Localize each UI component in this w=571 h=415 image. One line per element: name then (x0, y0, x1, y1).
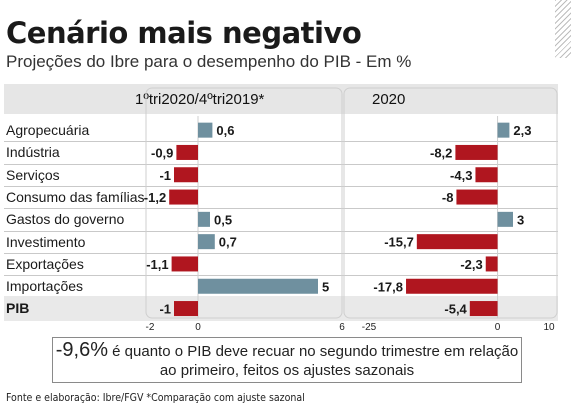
panel-frame (343, 87, 558, 319)
row-divider (4, 141, 558, 142)
category-label: Agropecuária (6, 122, 90, 138)
data-label: -5,4 (444, 302, 467, 317)
bar (198, 234, 215, 250)
panel-title-quarter: 1ºtri2020/4ºtri2019* (135, 91, 265, 108)
tick-label: 0 (195, 322, 201, 333)
bar (174, 301, 198, 317)
bar (416, 234, 498, 250)
decorative-hatch (555, 0, 571, 58)
row-divider (4, 275, 558, 276)
bar (497, 211, 513, 227)
category-label: Importações (6, 278, 84, 295)
data-label: 0,6 (216, 123, 234, 138)
category-label: Indústria (6, 144, 60, 161)
pib-row-band (4, 296, 558, 321)
chart-title: Cenário mais negativo (6, 16, 362, 50)
bar (174, 167, 198, 183)
bar (455, 144, 498, 160)
tick-label: 10 (543, 322, 555, 333)
row-divider (4, 164, 558, 165)
bar (456, 189, 498, 205)
panel-title-year: 2020 (372, 91, 406, 108)
row-divider (4, 231, 558, 232)
callout-line-1: é quanto o PIB deve recuar no segundo tr… (108, 343, 519, 360)
category-label: PIB (6, 300, 30, 317)
bar (485, 256, 498, 272)
data-label: 2,3 (513, 123, 531, 138)
callout-highlight: -9,6% (55, 339, 108, 361)
data-label: -17,8 (373, 279, 403, 294)
category-label: Gastos do governo (6, 211, 125, 228)
bar (176, 144, 198, 160)
data-label: -1,1 (146, 257, 168, 272)
data-label: -1 (159, 168, 171, 183)
bar (469, 301, 498, 317)
category-label: Consumo das famílias (6, 188, 145, 205)
data-label: -2,3 (460, 257, 482, 272)
data-label: -4,3 (450, 168, 472, 183)
data-label: -8 (442, 190, 454, 205)
bar (171, 256, 198, 272)
data-label: -8,2 (430, 145, 452, 160)
row-divider (4, 186, 558, 187)
tick-label: 0 (495, 322, 501, 333)
tick-label: 6 (339, 322, 345, 333)
callout-box: -9,6% é quanto o PIB deve recuar no segu… (52, 337, 522, 383)
panel-header-band (4, 84, 558, 114)
callout-text: -9,6% é quanto o PIB deve recuar no segu… (53, 339, 521, 380)
source-footer: Fonte e elaboração: Ibre/FGV *Comparação… (6, 392, 305, 404)
bar (497, 122, 510, 138)
row-divider (4, 208, 558, 209)
bar (198, 278, 318, 294)
bar (169, 189, 198, 205)
bar-charts: 0,6 -0,9 -1 -1,2 0,5 0,7 -1,1 5 -1 -2 0 6 2,3 -8,2 -4,… (144, 87, 558, 333)
bar (198, 122, 213, 138)
data-label: -1 (159, 302, 171, 317)
data-label: -15,7 (384, 235, 414, 250)
bar (406, 278, 498, 294)
data-label: -1,2 (144, 190, 166, 205)
data-label: 3 (517, 212, 524, 227)
category-label: Exportações (6, 255, 84, 272)
panel-frame (145, 87, 343, 319)
bar (198, 211, 210, 227)
tick-label: -25 (362, 322, 377, 333)
data-label: 0,7 (219, 235, 237, 250)
row-divider (4, 253, 558, 254)
chart-subtitle: Projeções do Ibre para o desempenho do P… (6, 52, 412, 71)
callout-line-2: ao primeiro, feitos os ajustes sazonais (159, 362, 415, 379)
data-label: -0,9 (151, 145, 173, 160)
tick-label: -2 (146, 322, 155, 333)
category-label: Serviços (6, 166, 60, 183)
data-label: 0,5 (214, 212, 232, 227)
category-label: Investimento (6, 233, 86, 250)
bar (475, 167, 498, 183)
data-label: 5 (322, 279, 329, 294)
